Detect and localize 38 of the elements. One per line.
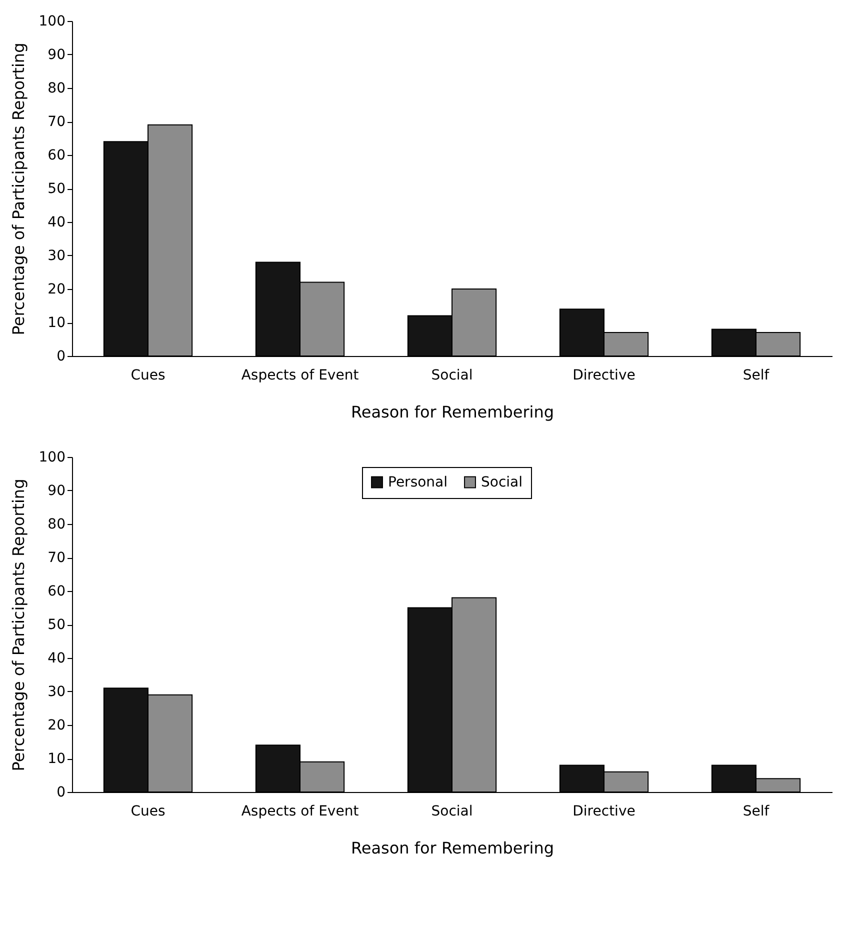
- y-tick-label: 70: [48, 550, 66, 566]
- y-tick-label: 20: [48, 282, 66, 298]
- y-tick-label: 100: [38, 14, 66, 30]
- x-tick-label: Self: [742, 368, 770, 384]
- y-axis-title: Percentage of Participants Reporting: [8, 42, 28, 336]
- x-tick-label: Social: [431, 804, 473, 820]
- x-tick-label: Directive: [572, 804, 636, 820]
- y-tick-label: 50: [48, 617, 66, 633]
- x-tick-label: Cues: [130, 804, 166, 820]
- x-tick-label: Directive: [572, 368, 636, 384]
- y-tick-label: 60: [48, 148, 66, 164]
- y-tick-label: 20: [48, 718, 66, 734]
- y-tick-label: 10: [48, 315, 66, 331]
- legend-label: Personal: [388, 474, 448, 490]
- y-tick-label: 90: [48, 483, 66, 499]
- y-tick-label: 10: [48, 751, 66, 767]
- y-tick-label: 30: [48, 248, 66, 264]
- y-axis-title: Percentage of Participants Reporting: [8, 478, 28, 772]
- x-tick-label: Social: [431, 368, 473, 384]
- y-tick-label: 80: [48, 516, 66, 532]
- y-tick-label: 60: [48, 584, 66, 600]
- y-tick-label: 30: [48, 684, 66, 700]
- x-tick-label: Aspects of Event: [241, 804, 360, 820]
- y-tick-label: 40: [48, 650, 66, 666]
- y-tick-label: 100: [38, 450, 66, 466]
- y-tick-label: 0: [56, 784, 66, 800]
- x-axis-title: Reason for Remembering: [350, 838, 554, 858]
- y-tick-label: 40: [48, 214, 66, 230]
- legend-label: Social: [481, 474, 523, 490]
- y-tick-label: 0: [56, 348, 66, 364]
- x-axis-title: Reason for Remembering: [350, 402, 554, 422]
- x-tick-label: Self: [742, 804, 770, 820]
- x-tick-label: Aspects of Event: [241, 368, 360, 384]
- y-tick-label: 90: [48, 47, 66, 63]
- y-tick-label: 70: [48, 114, 66, 130]
- y-tick-label: 50: [48, 181, 66, 197]
- x-tick-label: Cues: [130, 368, 166, 384]
- y-tick-label: 80: [48, 80, 66, 96]
